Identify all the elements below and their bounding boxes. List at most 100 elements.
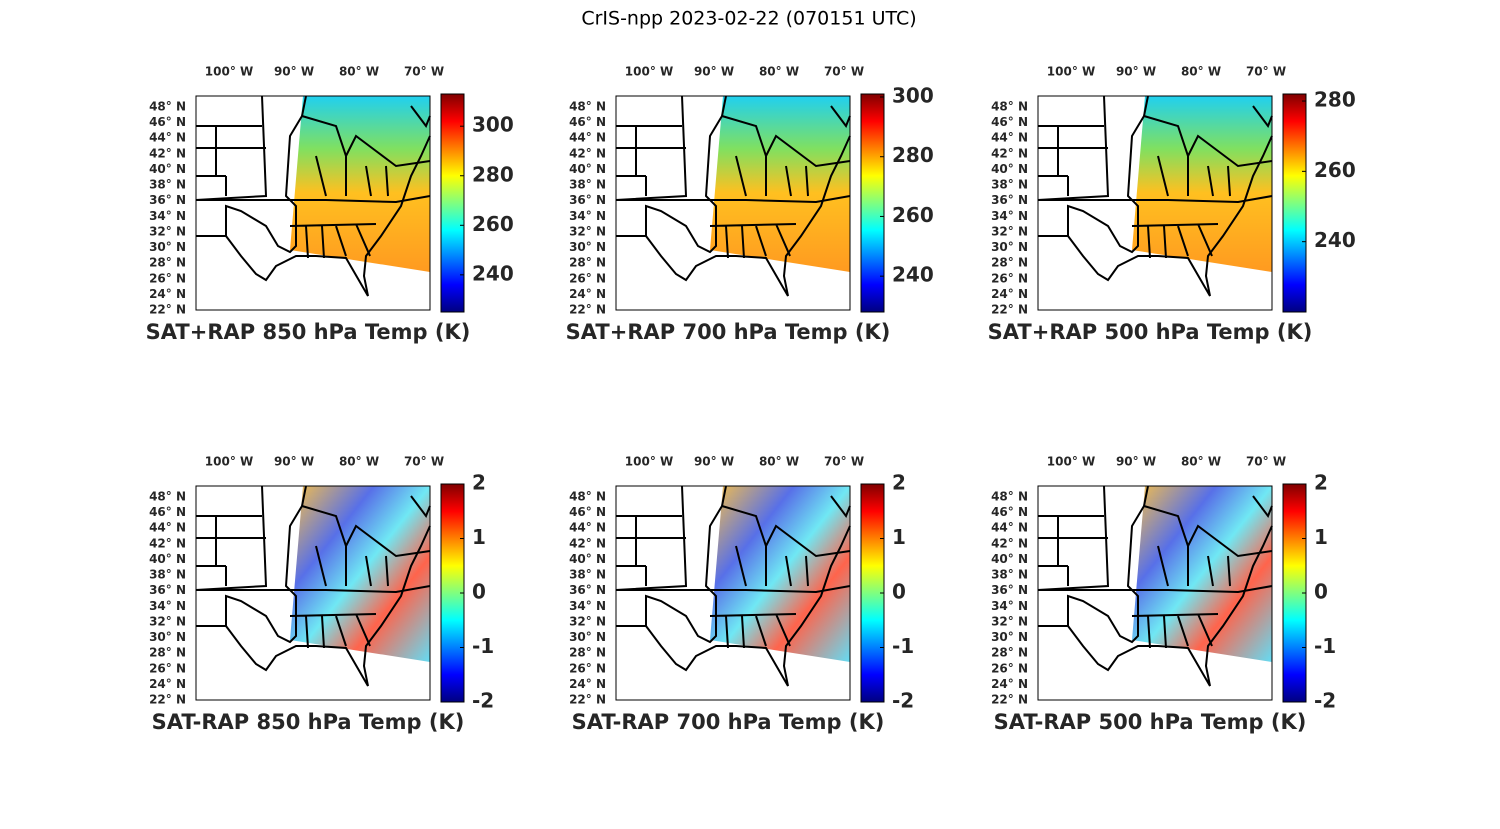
lon-label: 80° W xyxy=(1181,455,1221,469)
lat-label: 26° N xyxy=(149,661,186,675)
lat-label: 36° N xyxy=(149,583,186,597)
lat-label: 40° N xyxy=(149,162,186,176)
lat-label: 30° N xyxy=(569,240,606,254)
map-panel: 100° W 90° W 80° W 70° W 48° N46° N 44° N42° … xyxy=(991,455,1336,735)
lat-label: 32° N xyxy=(569,614,606,628)
lat-label: 26° N xyxy=(569,271,606,285)
colorbar-tick-label: -2 xyxy=(472,689,494,713)
lat-label: 32° N xyxy=(149,224,186,238)
lat-label: 34° N xyxy=(569,209,606,223)
lat-label: 30° N xyxy=(149,630,186,644)
lat-label: 48° N xyxy=(991,490,1028,504)
map-panel: 100° W 90° W 80° W 70° W 48° N46° N 44° N42° … xyxy=(988,65,1356,345)
panel-caption: SAT-RAP 850 hPa Temp (K) xyxy=(152,710,465,734)
colorbar xyxy=(1282,93,1307,313)
lat-label: 48° N xyxy=(149,490,186,504)
lat-label: 40° N xyxy=(991,162,1028,176)
lat-label: 36° N xyxy=(149,193,186,207)
lat-label: 44° N xyxy=(149,131,186,145)
colorbar xyxy=(860,93,885,313)
lat-label: 22° N xyxy=(991,693,1028,707)
lon-label: 100° W xyxy=(625,455,673,469)
lat-label: 30° N xyxy=(569,630,606,644)
lat-label: 22° N xyxy=(569,303,606,317)
lon-label: 80° W xyxy=(759,65,799,79)
lat-label: 24° N xyxy=(149,677,186,691)
colorbar-tick-label: -2 xyxy=(1314,689,1336,713)
lat-label: 42° N xyxy=(991,146,1028,160)
lat-label: 36° N xyxy=(991,583,1028,597)
lat-label: 36° N xyxy=(569,583,606,597)
colorbar-tick-label: -1 xyxy=(472,634,494,658)
lat-label: 24° N xyxy=(149,287,186,301)
lon-label: 70° W xyxy=(824,455,864,469)
lat-label: 26° N xyxy=(991,661,1028,675)
lat-label: 46° N xyxy=(991,115,1028,129)
colorbar-tick-label: 0 xyxy=(892,580,906,604)
colorbar-tick-label: 260 xyxy=(892,203,934,227)
lat-label: 46° N xyxy=(991,505,1028,519)
lat-label: 44° N xyxy=(991,521,1028,535)
colorbar-tick-label: 2 xyxy=(1314,471,1328,495)
lat-label: 34° N xyxy=(991,599,1028,613)
panel-caption: SAT+RAP 500 hPa Temp (K) xyxy=(988,320,1313,344)
data-swath xyxy=(1132,96,1272,272)
lat-label: 28° N xyxy=(991,646,1028,660)
lat-label: 28° N xyxy=(149,646,186,660)
lat-label: 22° N xyxy=(569,693,606,707)
map-border xyxy=(195,485,431,701)
lon-label: 70° W xyxy=(824,65,864,79)
lat-label: 46° N xyxy=(569,115,606,129)
map-panel: 100° W 90° W 80° W 70° W 48° N46° N 44° N42° … xyxy=(569,455,914,735)
lon-label: 80° W xyxy=(339,455,379,469)
lat-label: 24° N xyxy=(569,287,606,301)
lat-label: 48° N xyxy=(149,100,186,114)
lat-label: 40° N xyxy=(569,552,606,566)
lat-label: 42° N xyxy=(569,536,606,550)
lon-label: 70° W xyxy=(1246,455,1286,469)
colorbar-tick-label: 280 xyxy=(472,162,514,186)
lat-label: 48° N xyxy=(569,490,606,504)
colorbar-tick-label: 300 xyxy=(892,83,934,107)
lat-label: 32° N xyxy=(569,224,606,238)
lat-label: 24° N xyxy=(991,287,1028,301)
lat-label: 32° N xyxy=(991,224,1028,238)
lon-label: 80° W xyxy=(759,455,799,469)
figure-title: CrIS-npp 2023-02-22 (070151 UTC) xyxy=(581,8,916,30)
lat-label: 38° N xyxy=(991,568,1028,582)
lat-label: 42° N xyxy=(991,536,1028,550)
colorbar-tick-label: 280 xyxy=(892,143,934,167)
lat-label: 46° N xyxy=(569,505,606,519)
data-swath xyxy=(290,96,430,272)
lon-label: 100° W xyxy=(205,455,253,469)
lat-label: 42° N xyxy=(149,146,186,160)
data-swath xyxy=(710,96,850,272)
map-border xyxy=(615,95,851,311)
lat-label: 26° N xyxy=(991,271,1028,285)
colorbar-tick-label: 260 xyxy=(472,212,514,236)
panel-caption: SAT-RAP 700 hPa Temp (K) xyxy=(572,710,885,734)
colorbar-tick-label: 240 xyxy=(1314,228,1356,252)
lat-label: 48° N xyxy=(991,100,1028,114)
lon-label: 90° W xyxy=(274,65,314,79)
lon-label: 90° W xyxy=(694,65,734,79)
lat-label: 36° N xyxy=(569,193,606,207)
lat-label: 26° N xyxy=(569,661,606,675)
colorbar-tick-label: 2 xyxy=(472,471,486,495)
lat-label: 30° N xyxy=(149,240,186,254)
lat-label: 44° N xyxy=(569,521,606,535)
colorbar-tick-label: 1 xyxy=(472,525,486,549)
lat-label: 40° N xyxy=(149,552,186,566)
lat-label: 48° N xyxy=(569,100,606,114)
map-border xyxy=(1037,485,1273,701)
lon-label: 90° W xyxy=(694,455,734,469)
colorbar-tick-label: 240 xyxy=(892,263,934,287)
colorbar-tick-label: -1 xyxy=(892,634,914,658)
lat-label: 26° N xyxy=(149,271,186,285)
lat-label: 42° N xyxy=(149,536,186,550)
lat-label: 22° N xyxy=(149,303,186,317)
lat-label: 28° N xyxy=(569,256,606,270)
lat-label: 28° N xyxy=(149,256,186,270)
map-panel: 100° W 90° W 80° W 70° W 48° N46° N 44° N42° … xyxy=(146,65,514,345)
